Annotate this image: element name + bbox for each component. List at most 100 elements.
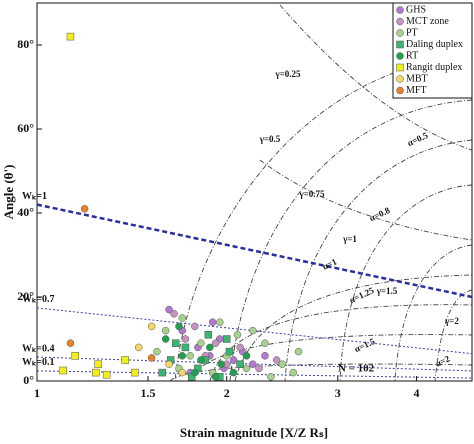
data-point — [229, 368, 238, 377]
data-point — [229, 356, 238, 364]
curve-label: α=0.8 — [368, 205, 392, 223]
legend-marker — [396, 17, 404, 26]
legend-marker — [396, 29, 404, 37]
wk-label: Wₖ=1 — [22, 191, 47, 202]
legend-marker — [396, 63, 404, 72]
legend-label: RT — [406, 50, 418, 61]
data-point — [217, 360, 225, 368]
wk-label: Wₖ=0.4 — [22, 343, 54, 354]
wk-line — [36, 307, 473, 355]
wk-label: Wₖ=0.1 — [22, 357, 54, 368]
x-tick-label: 4 — [413, 386, 419, 400]
data-point — [66, 32, 75, 41]
data-point — [222, 335, 231, 343]
legend-label: Daling duplex — [406, 39, 463, 50]
y-tick-label: 0° — [23, 373, 34, 387]
data-point — [131, 368, 139, 377]
data-point — [236, 360, 244, 368]
legend-marker — [396, 40, 404, 49]
data-point — [165, 360, 173, 368]
data-point — [255, 364, 263, 373]
data-point — [94, 360, 102, 368]
legend-marker — [396, 75, 404, 83]
data-point — [66, 339, 75, 347]
data-point — [272, 356, 281, 364]
data-point — [197, 339, 205, 347]
x-tick-label: 1 — [34, 386, 40, 400]
data-point — [236, 343, 244, 352]
data-point — [242, 364, 251, 373]
data-point — [267, 373, 275, 381]
x-axis-label: Strain magnitude [X/Z Rₛ] — [180, 425, 328, 440]
data-point — [102, 370, 111, 379]
data-point — [261, 352, 269, 360]
data-point — [242, 352, 251, 360]
curve-label: α=2 — [434, 353, 452, 368]
legend-marker — [396, 86, 404, 95]
data-point — [59, 366, 67, 375]
legend-label: PT — [406, 27, 418, 38]
legend-box — [392, 2, 473, 99]
legend-marker — [396, 6, 404, 14]
data-point — [170, 310, 178, 318]
data-point — [80, 205, 89, 213]
curve-label: γ=1 — [342, 234, 357, 244]
wk-label: Wₖ=0.7 — [22, 294, 54, 305]
wk-line — [36, 203, 473, 299]
curve-label: α=0.5 — [406, 130, 430, 148]
data-point — [92, 368, 100, 377]
legend-label: MCT zone — [406, 16, 449, 27]
data-point — [216, 318, 224, 326]
x-tick-label: 3 — [335, 386, 341, 400]
curve-label: γ=1.5 — [376, 286, 398, 296]
data-point — [204, 331, 213, 339]
data-point — [211, 339, 220, 347]
data-point — [147, 354, 156, 362]
data-point — [186, 352, 194, 360]
y-axis-label: Angle (θ') — [1, 165, 16, 220]
data-point — [197, 356, 205, 364]
plot-frame — [36, 2, 473, 382]
legend-label: GHS — [406, 4, 426, 15]
legend-label: MFT — [406, 85, 427, 96]
data-point — [181, 335, 190, 343]
data-point — [211, 373, 220, 381]
data-point — [71, 352, 80, 360]
curve-label: N = 102 — [338, 363, 375, 375]
strain-curves — [169, 4, 473, 382]
y-tick-label: 20° — [17, 289, 34, 303]
data-point — [178, 352, 186, 360]
data-point — [233, 331, 242, 339]
data-point — [158, 368, 166, 377]
data-point — [206, 343, 214, 352]
data-point — [278, 360, 287, 368]
curve-label: γ=0.5 — [259, 134, 281, 144]
y-tick-label: 40° — [17, 205, 34, 219]
data-point — [208, 318, 217, 326]
data-point — [147, 322, 156, 331]
data-point — [178, 314, 186, 322]
x-tick-label: 2 — [224, 386, 230, 400]
data-point — [161, 335, 170, 343]
data-point — [181, 343, 190, 352]
data-point — [225, 347, 234, 356]
data-point — [178, 368, 186, 377]
legend-label: MBT — [406, 73, 428, 84]
curve-label: γ=2 — [444, 316, 459, 326]
data-point — [165, 305, 173, 314]
data-point — [294, 347, 303, 356]
data-point — [249, 360, 257, 368]
data-point — [153, 347, 161, 356]
data-point — [289, 368, 297, 377]
data-point — [175, 322, 183, 331]
curve-label: α=1 — [321, 256, 339, 271]
data-point — [261, 339, 269, 347]
x-tick-label: 1.5 — [140, 386, 155, 400]
data-point — [171, 339, 180, 347]
y-tick-label: 80° — [17, 37, 34, 51]
curve-label: α=1.25 — [348, 285, 376, 305]
data-point — [134, 343, 143, 352]
curve-label: γ=0.75 — [298, 189, 325, 199]
curve-label: α=1.5 — [353, 336, 377, 354]
